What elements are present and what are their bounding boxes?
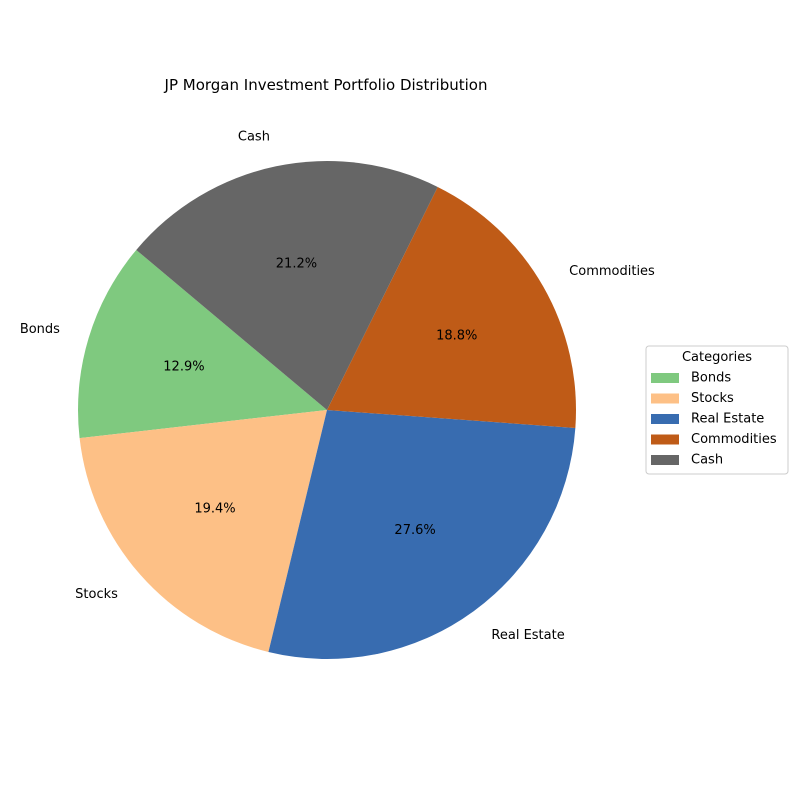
legend-label-real-estate: Real Estate	[691, 412, 764, 427]
legend-label-cash: Cash	[691, 453, 723, 468]
legend-frame	[645, 345, 789, 475]
legend-items: Bonds Stocks Real Estate Commodities Cash	[651, 371, 777, 468]
legend-swatch-stocks	[651, 393, 679, 404]
legend-label-commodities: Commodities	[691, 432, 777, 447]
legend-label-stocks: Stocks	[691, 391, 734, 406]
pie-pct-label-commodities: 18.8%	[436, 328, 477, 343]
legend-swatch-real-estate	[651, 414, 679, 424]
pie-slices	[78, 161, 576, 659]
pie-labels: 12.9% Bonds 19.4% Stocks 27.6% Real Estate 18.…	[20, 130, 655, 643]
pie-slice-cash	[136, 161, 438, 410]
pie-pct-label-real-estate: 27.6%	[394, 523, 435, 538]
pie-pct-label-bonds: 12.9%	[163, 359, 204, 374]
pie-category-label-real-estate: Real Estate	[491, 628, 564, 643]
legend: Categories Bonds Stocks Real Estate Commodi…	[645, 345, 789, 475]
pie-slice-real-estate	[268, 410, 576, 659]
pie-category-label-stocks: Stocks	[75, 587, 118, 602]
pie-category-label-bonds: Bonds	[20, 322, 60, 337]
legend-swatch-commodities	[651, 434, 679, 445]
legend-title: Categories	[682, 350, 752, 365]
legend-label-bonds: Bonds	[691, 371, 731, 386]
legend-swatch-bonds	[651, 373, 679, 383]
pie-slice-commodities	[327, 186, 576, 428]
legend-swatch-cash	[651, 455, 679, 465]
pie-category-label-cash: Cash	[238, 130, 270, 145]
pie-slice-stocks	[79, 410, 327, 653]
pie-slice-bonds	[78, 249, 327, 439]
chart-title: JP Morgan Investment Portfolio Distribut…	[164, 76, 488, 94]
pie-pct-label-cash: 21.2%	[276, 256, 317, 271]
pie-pct-label-stocks: 19.4%	[194, 501, 235, 516]
pie-category-label-commodities: Commodities	[569, 264, 655, 279]
